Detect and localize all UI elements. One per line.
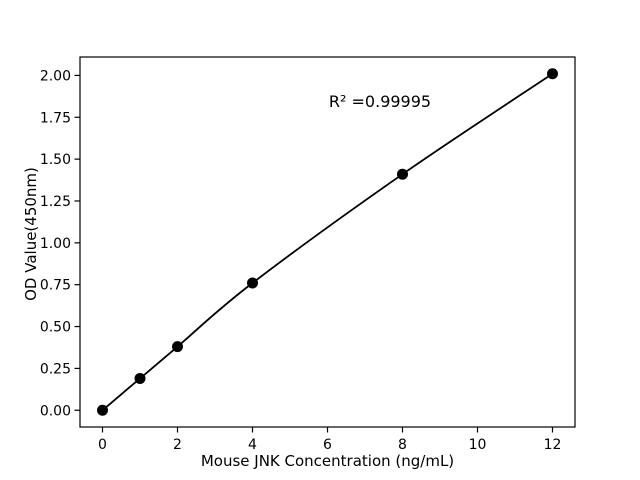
y-tick-label: 1.00	[40, 236, 71, 252]
y-tick-label: 2.00	[40, 68, 71, 84]
y-tick-label: 0.50	[40, 320, 71, 336]
y-axis-label: OD Value(450nm)	[22, 167, 40, 301]
y-tick-label: 0.00	[40, 403, 71, 419]
x-axis-label: Mouse JNK Concentration (ng/mL)	[200, 452, 455, 470]
x-tick-label: 8	[398, 437, 407, 453]
x-tick-label: 6	[323, 437, 332, 453]
x-tick-label: 4	[248, 437, 257, 453]
data-point-marker	[134, 372, 146, 384]
y-tick-label: 0.75	[40, 278, 71, 294]
plot-frame	[79, 56, 576, 428]
y-tick-label: 0.25	[40, 361, 71, 377]
r-squared-annotation: R² =0.99995	[328, 92, 432, 112]
x-tick-label: 12	[544, 437, 562, 453]
data-point-marker	[172, 341, 183, 353]
y-tick-label: 1.25	[40, 194, 71, 210]
x-tick-label: 0	[98, 437, 107, 453]
data-point-marker	[547, 68, 558, 80]
data-point-marker	[97, 404, 108, 416]
data-point-marker	[397, 168, 408, 180]
data-point-marker	[247, 277, 258, 289]
x-tick-label: 10	[469, 437, 487, 453]
fit-curve	[101, 72, 554, 411]
x-tick-label: 2	[173, 437, 182, 453]
y-tick-label: 1.75	[40, 110, 71, 126]
y-tick-label: 1.50	[40, 152, 71, 168]
